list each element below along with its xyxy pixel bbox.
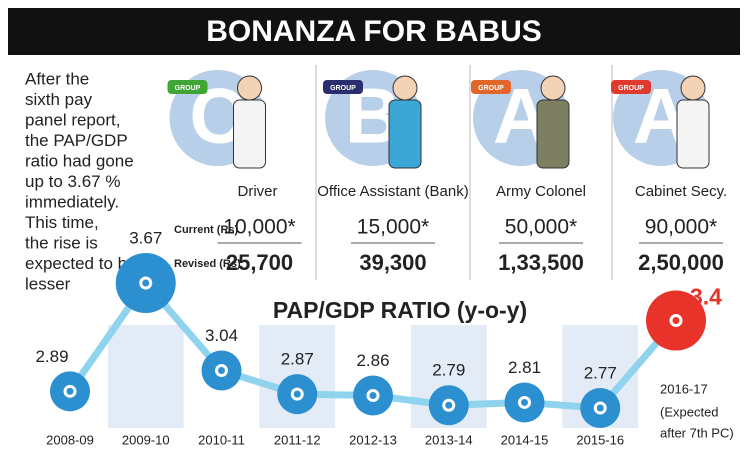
value-label: 2.87	[281, 350, 314, 369]
row-label: Revised (Rs)	[174, 258, 241, 270]
x-tick-label: 2009-10	[122, 432, 170, 447]
current-pay: 15,000*	[357, 216, 429, 239]
point	[353, 376, 393, 416]
chart-title: PAP/GDP RATIO (y-o-y)	[273, 297, 527, 323]
value-label: 2.81	[508, 358, 541, 377]
figure-head	[681, 76, 705, 100]
value-label: 3.4	[690, 284, 722, 310]
note-line: panel report,	[25, 110, 120, 129]
role: Cabinet Secy.	[635, 183, 727, 200]
figure-head	[238, 76, 262, 100]
x-tick-label: 2015-16	[576, 432, 624, 447]
x-tick-label: 2016-17	[660, 381, 708, 396]
figure-body	[234, 100, 266, 168]
note-line: This time,	[25, 213, 99, 232]
figure-body	[537, 100, 569, 168]
revised-pay: 39,300	[359, 250, 426, 275]
infographic: BONANZA FOR BABUS After the sixth paypane…	[0, 0, 748, 453]
title: BONANZA FOR BABUS	[206, 15, 542, 48]
note-line: lesser	[25, 274, 71, 293]
annotation: after 7th PC)	[660, 425, 734, 440]
x-tick-label: 2014-15	[501, 432, 549, 447]
role: Office Assistant (Bank)	[317, 183, 468, 200]
value-label: 2.77	[584, 363, 617, 382]
figure-head	[541, 76, 565, 100]
badge-label: GROUP	[330, 85, 356, 92]
annotation: (Expected	[660, 404, 719, 419]
x-tick-label: 2011-12	[274, 432, 321, 447]
current-pay: 90,000*	[645, 216, 717, 239]
note-line: ratio had gone	[25, 151, 134, 170]
revised-pay: 1,33,500	[498, 250, 584, 275]
figure-body	[389, 100, 421, 168]
note-line: up to 3.67 %	[25, 172, 120, 191]
value-label: 3.67	[129, 228, 162, 247]
point	[116, 253, 176, 313]
note-line: After the	[25, 69, 89, 88]
note-line: immediately.	[25, 192, 119, 211]
x-tick-label: 2013-14	[425, 432, 473, 447]
x-tick-label: 2008-09	[46, 432, 94, 447]
value-label: 3.04	[205, 326, 238, 345]
badge-label: GROUP	[175, 85, 201, 92]
value-label: 2.79	[432, 361, 465, 380]
role: Driver	[238, 183, 278, 200]
badge-label: GROUP	[478, 85, 504, 92]
figure-body	[677, 100, 709, 168]
note-line: sixth pay	[25, 90, 93, 109]
band	[108, 325, 184, 428]
revised-pay: 2,50,000	[638, 250, 724, 275]
point	[580, 388, 620, 428]
badge-label: GROUP	[618, 85, 644, 92]
figure-head	[393, 76, 417, 100]
x-tick-label: 2012-13	[349, 432, 397, 447]
point	[429, 385, 469, 425]
value-label: 2.89	[35, 347, 68, 366]
role: Army Colonel	[496, 183, 586, 200]
point	[505, 382, 545, 422]
current-pay: 50,000*	[505, 216, 577, 239]
note-line: the rise is	[25, 233, 98, 252]
point	[202, 351, 242, 391]
point	[277, 374, 317, 414]
value-label: 2.86	[356, 351, 389, 370]
row-label: Current (Rs)	[174, 224, 239, 236]
point	[50, 371, 90, 411]
x-tick-label: 2010-11	[198, 432, 245, 447]
note-line: the PAP/GDP	[25, 131, 128, 150]
